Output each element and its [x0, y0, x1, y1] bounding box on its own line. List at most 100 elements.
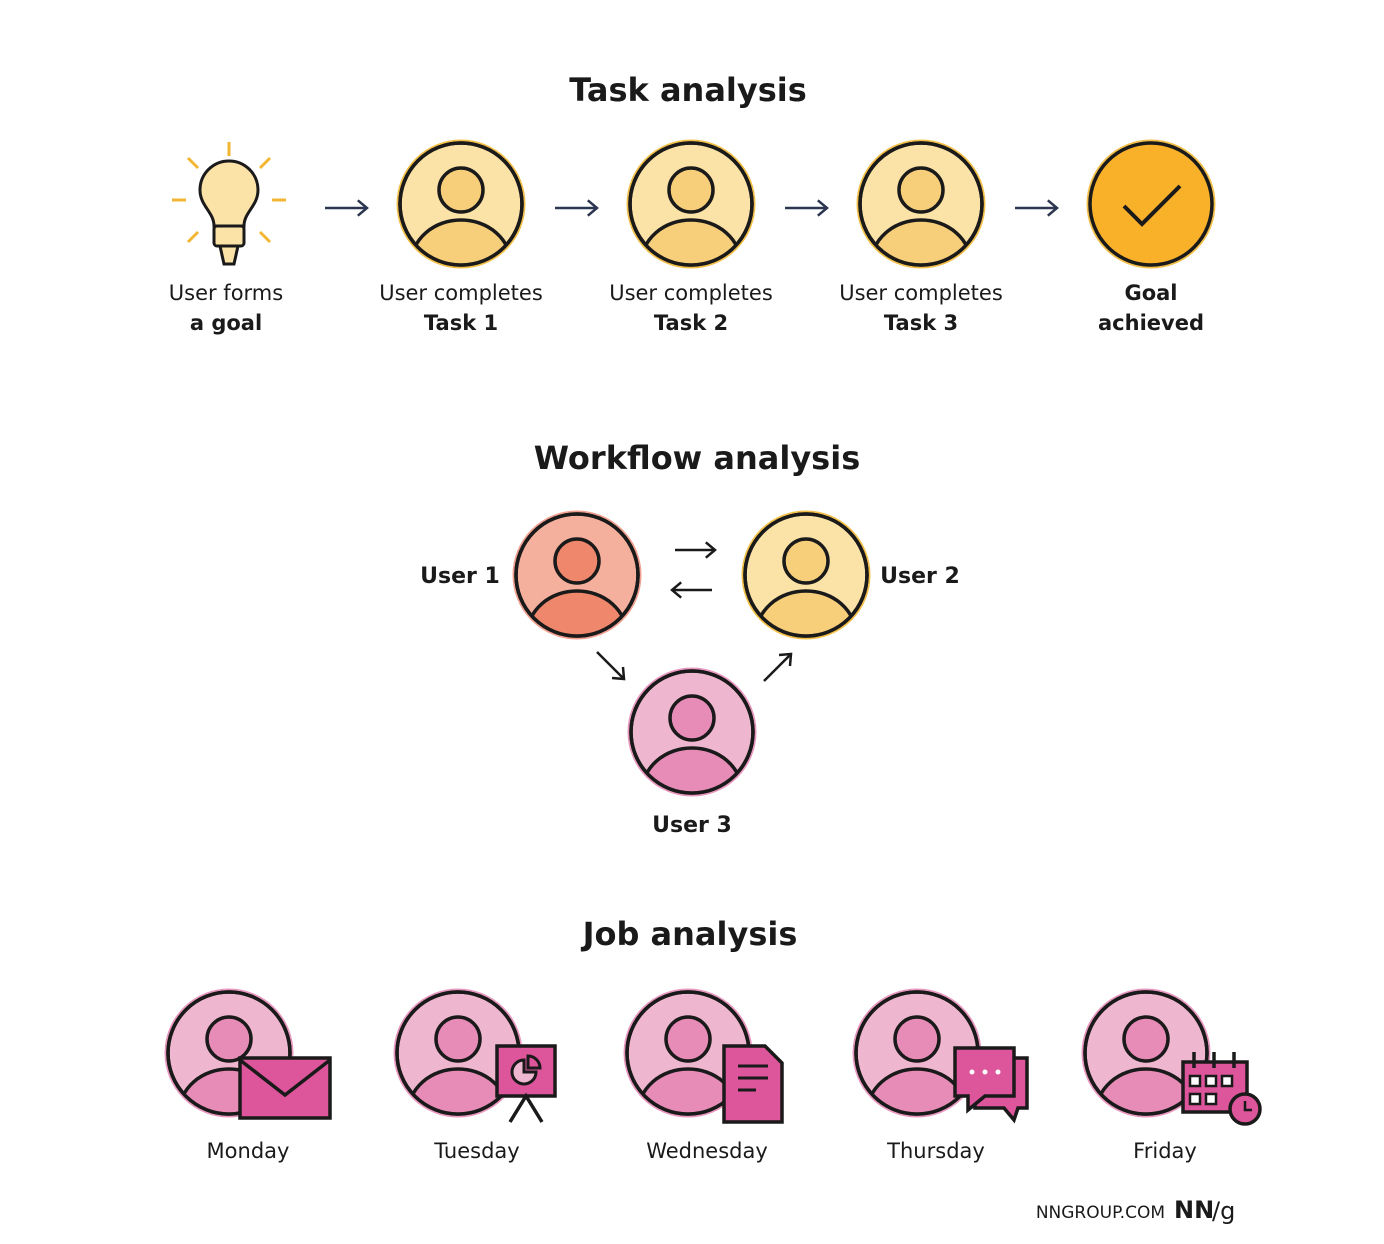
arrow-head	[611, 666, 626, 681]
user-head	[553, 537, 601, 585]
clock-hands	[1243, 1101, 1252, 1112]
arrow	[555, 199, 599, 217]
user-icon	[396, 139, 526, 269]
user-ring	[741, 510, 871, 640]
label: User completes	[379, 281, 543, 305]
user-icon	[852, 988, 982, 1118]
bulb-ray	[186, 230, 200, 244]
label: User completes	[839, 281, 1003, 305]
label: User 2	[880, 564, 960, 589]
user-icon	[626, 139, 756, 269]
lightbulb-icon	[198, 159, 260, 266]
label: NN	[1174, 1196, 1214, 1224]
label: a goal	[190, 311, 262, 335]
arrow	[325, 199, 369, 217]
pie-slice	[526, 1054, 542, 1070]
user-outline	[628, 141, 754, 267]
easel-legs	[508, 1092, 544, 1123]
calendar-cell	[1188, 1074, 1202, 1088]
user-body	[754, 589, 858, 635]
label: Wednesday	[646, 1139, 768, 1163]
user-body	[640, 746, 744, 792]
user-outline	[514, 512, 640, 638]
goal-circle	[1088, 141, 1214, 267]
arrow-head	[705, 541, 717, 559]
user-body	[865, 1067, 969, 1113]
user-outline	[1083, 990, 1209, 1116]
user-ring	[396, 139, 526, 269]
user-head	[205, 1015, 253, 1063]
label: User forms	[169, 281, 283, 305]
label: Job analysis	[581, 915, 798, 953]
user-head	[434, 1015, 482, 1063]
arrow-head	[778, 652, 793, 667]
arrow-shaft	[596, 651, 625, 680]
label: achieved	[1098, 311, 1204, 335]
user-body	[869, 218, 973, 264]
user-body	[636, 1067, 740, 1113]
user-head	[667, 166, 715, 214]
user-outline	[629, 669, 755, 795]
user-head	[897, 166, 945, 214]
goal-ring	[1086, 139, 1216, 269]
user-head	[782, 537, 830, 585]
label: Friday	[1133, 1139, 1197, 1163]
chat-dot	[969, 1069, 975, 1075]
user-head	[668, 694, 716, 742]
chat-dot	[982, 1069, 988, 1075]
user-body	[525, 589, 629, 635]
arrow	[675, 541, 717, 559]
calendar-cell	[1204, 1074, 1218, 1088]
user-ring	[856, 139, 986, 269]
user-body	[406, 1067, 510, 1113]
user-ring	[1081, 988, 1211, 1118]
user-icon	[856, 139, 986, 269]
arrow	[1015, 199, 1059, 217]
user-outline	[743, 512, 869, 638]
user-head	[1122, 1015, 1170, 1063]
user-outline	[858, 141, 984, 267]
user-ring	[626, 139, 756, 269]
user-ring	[512, 510, 642, 640]
arrow	[763, 652, 793, 682]
label: User 3	[652, 813, 732, 838]
label: Task 3	[884, 311, 958, 335]
label: Task analysis	[569, 71, 807, 109]
label: /g	[1212, 1197, 1235, 1225]
chat-dot	[995, 1069, 1001, 1075]
label: Workflow analysis	[534, 439, 860, 477]
bulb-ray	[258, 230, 272, 244]
label: Tuesday	[433, 1139, 519, 1163]
user-icon	[623, 988, 753, 1118]
chat-icon	[953, 1046, 1016, 1114]
user-icon	[627, 667, 757, 797]
bulb-tip	[218, 244, 240, 266]
label: Task 2	[654, 311, 728, 335]
arrow	[596, 651, 626, 681]
document-icon	[722, 1044, 784, 1124]
arrow-head	[357, 199, 369, 217]
user-icon	[741, 510, 871, 640]
user-head	[664, 1015, 712, 1063]
label: Thursday	[886, 1139, 985, 1163]
user-ring	[164, 988, 294, 1118]
bulb	[198, 159, 260, 228]
label: User 1	[420, 564, 500, 589]
envelope-flap	[238, 1058, 332, 1098]
goal-icon	[1086, 139, 1216, 269]
arrow	[670, 581, 712, 599]
pie-chart	[510, 1058, 538, 1086]
bulb-base	[212, 224, 246, 248]
label: Goal	[1124, 281, 1177, 305]
label: User completes	[609, 281, 773, 305]
arrow-head	[670, 581, 682, 599]
user-head	[437, 166, 485, 214]
user-head	[893, 1015, 941, 1063]
arrow	[785, 199, 829, 217]
user-body	[1094, 1067, 1198, 1113]
arrow-shaft	[763, 653, 792, 682]
arrow-head	[817, 199, 829, 217]
calendar-cell	[1204, 1092, 1218, 1106]
user-icon	[1081, 988, 1211, 1118]
